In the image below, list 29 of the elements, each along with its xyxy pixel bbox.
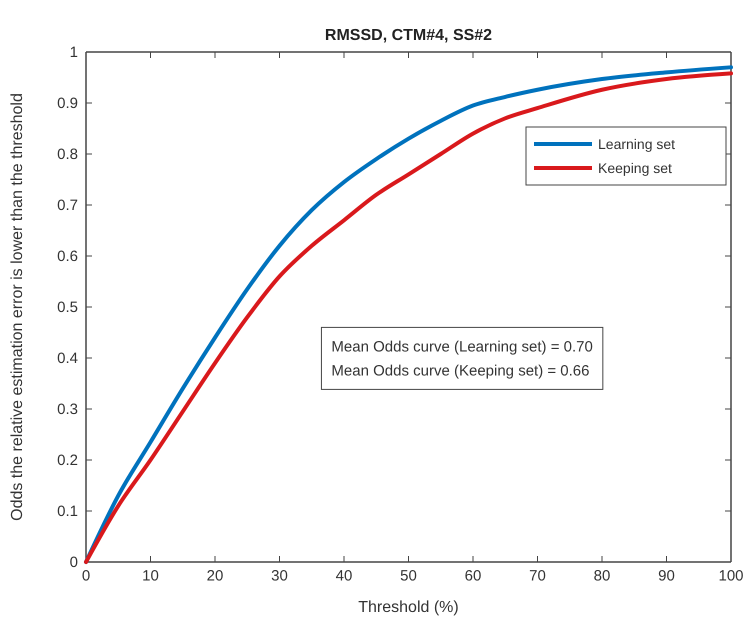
x-tick-label: 50 [400, 568, 417, 585]
x-tick-label: 60 [464, 568, 482, 585]
annotation: Mean Odds curve (Learning set) = 0.70 [331, 338, 593, 356]
legend-label: Keeping set [598, 160, 672, 176]
y-tick-label: 0 [70, 554, 78, 571]
y-tick-label: 0.4 [57, 350, 78, 367]
x-tick-label: 10 [142, 568, 159, 585]
x-tick-label: 20 [206, 568, 224, 585]
y-tick-label: 1 [70, 44, 78, 61]
y-tick-label: 0.7 [57, 196, 78, 214]
y-tick-label: 0.1 [57, 502, 78, 520]
x-tick-label: 100 [718, 568, 744, 585]
x-tick-label: 40 [336, 568, 352, 585]
x-tick-label: 30 [271, 568, 288, 585]
x-tick-label: 0 [82, 568, 90, 585]
x-tick-label: 70 [529, 568, 546, 585]
x-axis-title: Threshold (%) [358, 599, 459, 616]
x-tick-label: 90 [658, 568, 675, 585]
y-tick-label: 0.5 [57, 298, 78, 316]
legend-label: Learning set [598, 136, 676, 152]
y-tick-label: 0.3 [57, 400, 78, 418]
y-tick-label: 0.2 [57, 452, 78, 469]
chart-title: RMSSD, CTM#4, SS#2 [324, 27, 492, 44]
annotation: Mean Odds curve (Keeping set) = 0.66 [331, 362, 590, 380]
y-tick-label: 0.6 [57, 248, 78, 265]
x-tick-label: 80 [594, 568, 610, 585]
y-tick-label: 0.9 [57, 94, 78, 112]
y-tick-label: 0.8 [57, 146, 78, 163]
y-axis-title: Odds the relative estimation error is lower than the threshold [9, 93, 26, 521]
